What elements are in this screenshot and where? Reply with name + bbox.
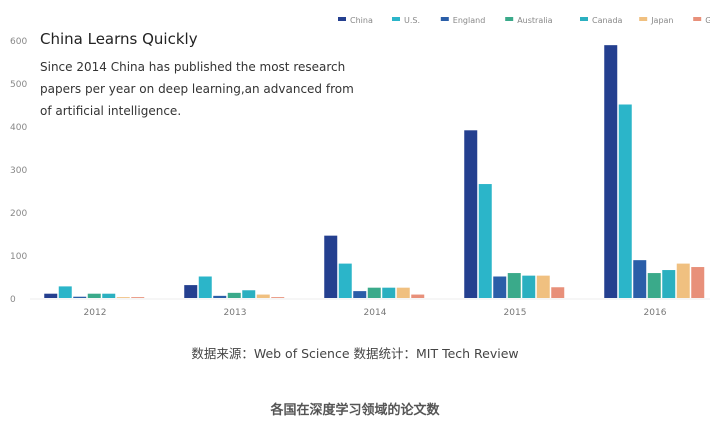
x-tick-label: 2012 — [84, 308, 107, 318]
bar-england — [213, 295, 227, 298]
bar-australia — [367, 287, 381, 298]
bar-canada — [242, 290, 256, 298]
bar-us — [198, 276, 212, 298]
bar-japan — [256, 294, 270, 298]
bar-china — [184, 285, 198, 298]
bar-canada — [382, 287, 396, 298]
y-tick-label: 100 — [10, 252, 27, 262]
legend-label: U.S. — [404, 16, 420, 25]
bar-germany — [131, 297, 145, 298]
legend-swatch — [338, 17, 346, 21]
caption: 各国在深度学习领域的论文数 — [270, 403, 440, 418]
bar-japan — [676, 263, 690, 298]
bar-england — [73, 296, 87, 298]
y-tick-label: 600 — [10, 37, 27, 47]
bar-china — [604, 45, 618, 298]
legend-label: Australia — [517, 16, 552, 25]
bar-australia — [227, 292, 241, 298]
legend-swatch — [440, 17, 449, 21]
bar-japan — [536, 275, 550, 298]
legend-label: Japan — [650, 16, 673, 25]
bar-germany — [551, 287, 565, 298]
bar-us — [478, 184, 492, 298]
y-tick-label: 300 — [10, 166, 27, 176]
bar-canada — [102, 293, 116, 298]
legend-swatch — [693, 17, 702, 21]
x-tick-label: 2016 — [644, 308, 667, 318]
legend-swatch — [392, 17, 400, 21]
x-tick-label: 2015 — [504, 308, 527, 318]
bar-canada — [662, 270, 676, 298]
legend-label: China — [350, 16, 373, 25]
bar-us — [58, 286, 72, 298]
bar-england — [353, 291, 367, 298]
bar-germany — [411, 294, 425, 298]
bar-australia — [87, 293, 101, 298]
bar-japan — [396, 287, 410, 298]
bar-china — [44, 293, 58, 298]
bar-canada — [522, 275, 536, 298]
bar-us — [618, 104, 632, 298]
legend-swatch — [505, 17, 514, 21]
legend-swatch — [580, 17, 588, 21]
legend-label: Germany — [705, 16, 710, 25]
legend-label: Canada — [592, 16, 623, 25]
legend-swatch — [639, 17, 648, 21]
source-note: 数据来源：Web of Science 数据统计：MIT Tech Review — [191, 346, 519, 361]
bar-australia — [507, 273, 521, 298]
bar-england — [633, 260, 647, 298]
y-tick-label: 400 — [10, 123, 27, 133]
bar-china — [324, 235, 338, 298]
y-tick-label: 500 — [10, 80, 27, 90]
legend-label: England — [453, 16, 485, 25]
chart-subtitle: Since 2014 China has published the most … — [40, 60, 354, 118]
chart-title: China Learns Quickly — [40, 30, 198, 48]
x-tick-label: 2014 — [364, 308, 387, 318]
bar-china — [464, 130, 478, 298]
y-tick-label: 200 — [10, 209, 27, 219]
bar-germany — [691, 267, 705, 298]
x-tick-label: 2013 — [224, 308, 247, 318]
bar-australia — [647, 273, 661, 298]
y-tick-label: 0 — [10, 295, 16, 305]
bar-germany — [271, 297, 285, 298]
bar-us — [338, 263, 352, 298]
bar-japan — [116, 297, 130, 298]
bar-england — [493, 276, 507, 298]
